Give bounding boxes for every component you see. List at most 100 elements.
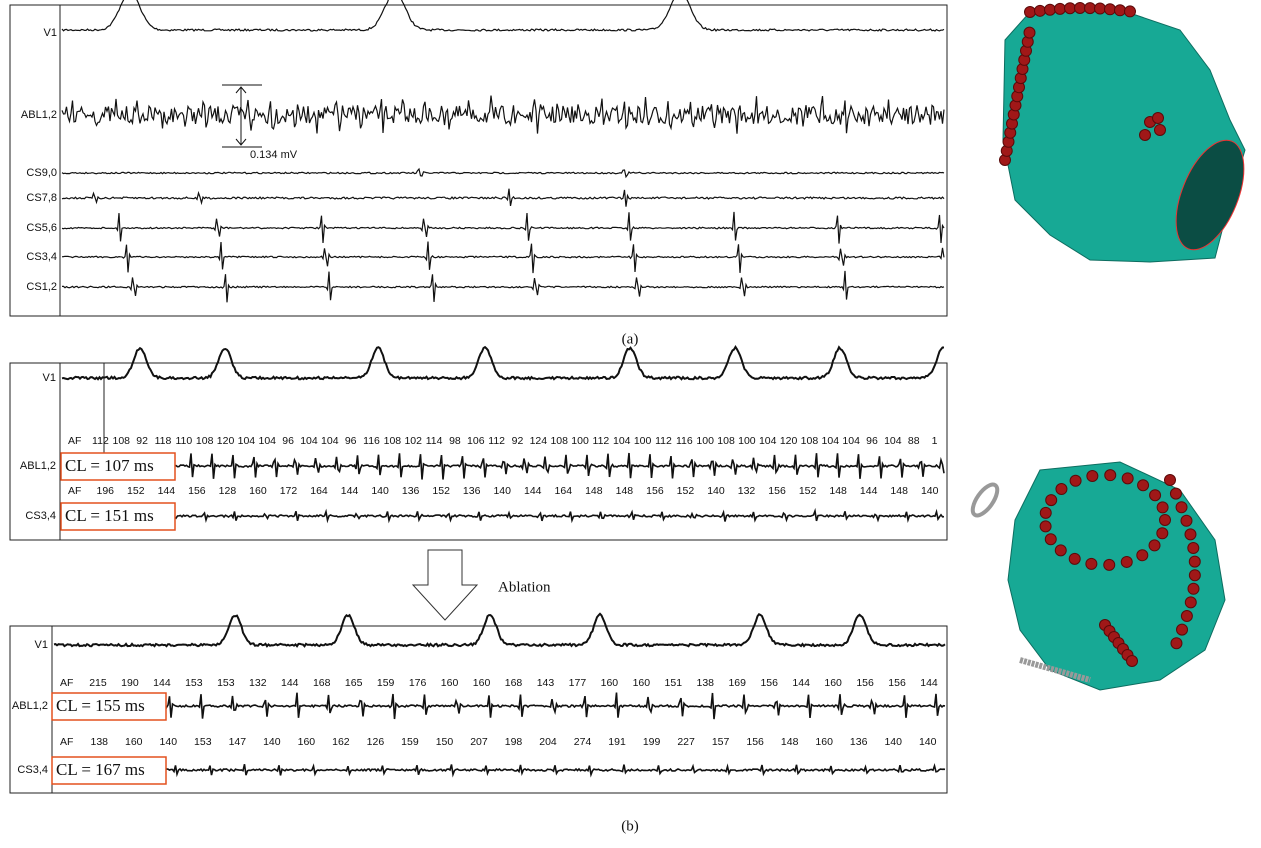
interval-value: 160 <box>125 736 143 748</box>
scale-marker <box>222 84 262 148</box>
catheter <box>1019 657 1091 683</box>
interval-value: 126 <box>367 736 385 748</box>
ecg-trace <box>53 762 946 778</box>
interval-value: 92 <box>136 435 148 447</box>
interval-value: 100 <box>738 435 756 447</box>
cl-box <box>60 452 176 481</box>
interval-value: 96 <box>345 435 357 447</box>
interval-value: 140 <box>921 485 939 497</box>
interval-label: AF <box>68 435 81 447</box>
interval-value: 106 <box>467 435 485 447</box>
interval-value: 108 <box>384 435 402 447</box>
lead-label: CS3,4 <box>25 510 56 522</box>
interval-value: 128 <box>219 485 237 497</box>
ablation-point <box>1136 549 1149 562</box>
ablation-point <box>1085 557 1098 570</box>
lead-label: ABL1,2 <box>20 460 56 472</box>
interval-value: 176 <box>409 677 427 689</box>
ablation-point <box>1180 514 1193 527</box>
ablation-point <box>1044 3 1056 16</box>
interval-value: 196 <box>97 485 115 497</box>
interval-value: 92 <box>512 435 524 447</box>
ablation-point <box>1184 528 1197 541</box>
interval-value: 150 <box>436 736 454 748</box>
ablation-point <box>1094 2 1106 15</box>
interval-value: 153 <box>185 677 203 689</box>
ablation-point <box>1120 555 1133 568</box>
interval-value: 104 <box>613 435 631 447</box>
interval-value: 156 <box>856 677 874 689</box>
interval-value: 98 <box>449 435 461 447</box>
interval-value: 104 <box>258 435 276 447</box>
interval-value: 165 <box>345 677 363 689</box>
interval-value: 148 <box>781 736 799 748</box>
interval-value: 215 <box>89 677 107 689</box>
interval-value: 160 <box>473 677 491 689</box>
interval-value: 199 <box>643 736 661 748</box>
interval-value: 108 <box>550 435 568 447</box>
panel-a-frame <box>9 4 948 317</box>
interval-value: 144 <box>524 485 542 497</box>
lead-label: V1 <box>35 639 48 651</box>
ablation-point <box>1121 472 1134 485</box>
ecg-trace <box>53 612 946 648</box>
interval-value: 108 <box>801 435 819 447</box>
ablation-point <box>1103 558 1116 571</box>
interval-value: 204 <box>539 736 557 748</box>
interval-label: AF <box>60 677 73 689</box>
interval-value: 159 <box>377 677 395 689</box>
ablation-point <box>1114 4 1126 17</box>
interval-value: 140 <box>707 485 725 497</box>
interval-label: AF <box>60 736 73 748</box>
interval-value: 227 <box>677 736 695 748</box>
interval-value: 112 <box>488 435 505 447</box>
ecg-trace <box>61 167 945 179</box>
interval-value: 148 <box>890 485 908 497</box>
ablation-point <box>1156 501 1169 514</box>
interval-label: AF <box>68 485 81 497</box>
interval-value: 140 <box>493 485 511 497</box>
interval-value: 148 <box>829 485 847 497</box>
ecg-trace <box>61 344 944 381</box>
interval-value: 153 <box>217 677 235 689</box>
interval-value: 132 <box>249 677 267 689</box>
ablation-point <box>1187 582 1200 595</box>
ablation-arrow <box>411 549 479 621</box>
interval-value: 160 <box>249 485 267 497</box>
ablation-point <box>1069 474 1082 487</box>
interval-value: 168 <box>505 677 523 689</box>
interval-value: 132 <box>738 485 756 497</box>
ablation-point <box>1152 112 1164 124</box>
lead-label: ABL1,2 <box>21 109 57 121</box>
interval-value: 144 <box>281 677 299 689</box>
ablation-point <box>1175 501 1188 514</box>
interval-value: 177 <box>569 677 587 689</box>
interval-value: 118 <box>155 435 172 447</box>
ablation-point <box>1084 2 1096 15</box>
ecg-trace <box>61 211 945 244</box>
vein-ostium <box>1175 139 1245 251</box>
ablation-point <box>1034 4 1046 17</box>
ablation-point <box>1104 469 1117 482</box>
lead-label: CS7,8 <box>26 192 57 204</box>
panel-b2-frame <box>9 625 948 794</box>
ablation-point <box>1139 129 1151 141</box>
ablation-point <box>1044 533 1057 546</box>
interval-value: 160 <box>824 677 842 689</box>
interval-value: 152 <box>677 485 695 497</box>
interval-value: 140 <box>884 736 902 748</box>
ablation-point <box>1159 514 1171 526</box>
ablation-point <box>1064 2 1076 15</box>
interval-value: 153 <box>194 736 212 748</box>
ablation-point <box>1176 623 1189 636</box>
cl-box <box>51 692 167 721</box>
interval-value: 156 <box>188 485 206 497</box>
ecg-trace <box>62 270 945 303</box>
panel-b1-frame <box>9 362 948 541</box>
ablation-point <box>1156 527 1169 540</box>
ecg-trace <box>61 0 945 32</box>
interval-value: 104 <box>238 435 256 447</box>
interval-value: 152 <box>432 485 450 497</box>
ablation-point <box>1055 483 1068 496</box>
